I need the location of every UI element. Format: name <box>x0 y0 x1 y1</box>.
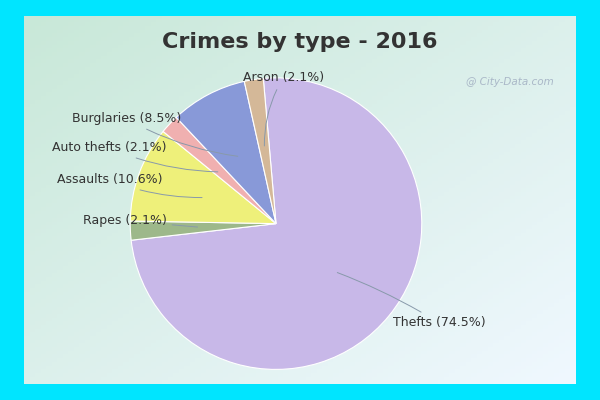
Wedge shape <box>176 81 276 224</box>
Bar <box>24 16 576 58</box>
Text: Rapes (2.1%): Rapes (2.1%) <box>83 214 197 227</box>
Text: Thefts (74.5%): Thefts (74.5%) <box>337 272 485 329</box>
Text: Auto thefts (2.1%): Auto thefts (2.1%) <box>52 141 218 172</box>
Text: Assaults (10.6%): Assaults (10.6%) <box>57 174 202 198</box>
Wedge shape <box>244 78 276 224</box>
Wedge shape <box>163 117 276 224</box>
Text: Crimes by type - 2016: Crimes by type - 2016 <box>162 32 438 52</box>
Wedge shape <box>130 132 276 224</box>
Wedge shape <box>130 221 276 240</box>
Wedge shape <box>131 78 422 370</box>
Text: Arson (2.1%): Arson (2.1%) <box>243 71 324 146</box>
Text: @ City-Data.com: @ City-Data.com <box>466 77 554 87</box>
Text: Burglaries (8.5%): Burglaries (8.5%) <box>72 112 238 156</box>
